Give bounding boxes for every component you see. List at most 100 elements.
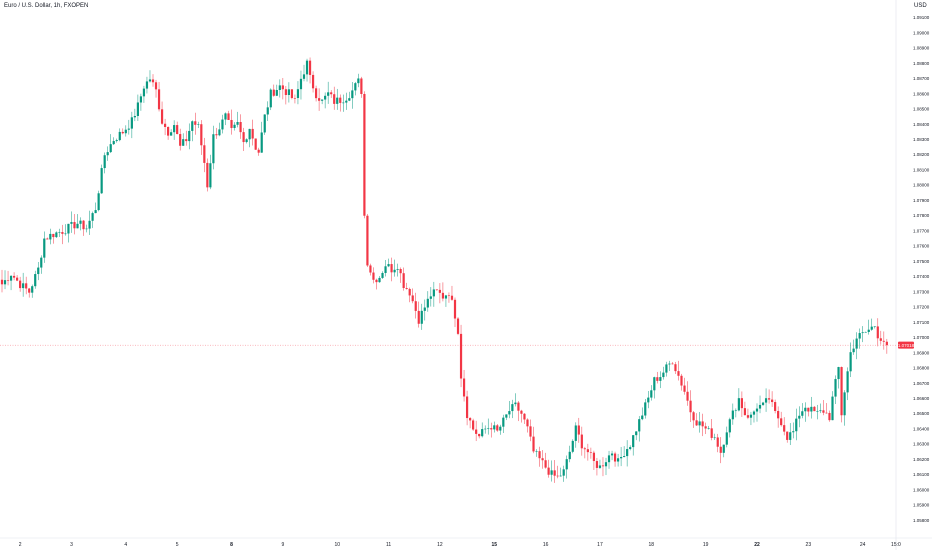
candle [783,417,786,436]
candle [224,112,227,126]
candle [873,326,876,329]
last-price-tag-layer: 1.07018 [898,341,915,349]
candle [369,263,372,276]
candle [121,128,124,135]
candle [215,127,218,139]
candle [70,211,73,233]
candle-layer [0,57,888,483]
candle [508,400,511,419]
candle [145,76,149,94]
candle [478,433,481,439]
candle [752,410,756,423]
candle [514,393,517,407]
x-tick-label: 4 [124,542,127,548]
candle [671,362,674,365]
y-tick-label: 1.06500 [913,411,930,416]
candle [61,224,64,245]
candle [734,408,737,418]
candle [245,138,248,144]
candle [55,231,58,239]
candle [469,417,472,429]
candle [130,111,133,139]
candle [698,412,701,433]
candle [568,445,571,463]
candle [695,413,698,427]
candle [638,416,641,442]
candle [786,431,789,443]
candle [112,137,115,146]
candle [12,272,16,281]
candle [456,317,460,336]
candle [302,64,306,82]
candle [305,58,309,82]
candle [330,90,333,98]
candle [209,154,212,190]
candle [553,460,556,483]
candle [447,292,451,303]
candle [6,270,10,286]
candle [749,411,753,426]
last-price-tag [898,341,914,349]
y-axis[interactable]: 1.09100 1.09000 1.08900 1.08800 1.08700 1.086… [913,15,930,523]
candle [58,228,61,238]
candle [299,70,303,100]
candle [641,407,644,421]
candle [73,214,76,235]
candle [179,128,182,151]
candle [686,381,689,406]
x-tick-label: 10 [334,542,340,548]
y-tick-label: 1.08000 [913,183,930,188]
candle [64,224,67,236]
candle [363,91,366,219]
y-tick-label: 1.07300 [913,289,930,294]
candle [275,84,278,97]
y-tick-label: 1.05900 [913,503,930,508]
candle [254,138,257,150]
candle [680,373,683,391]
x-tick-label: 9 [281,542,284,548]
candle [46,237,49,240]
candle [668,360,671,372]
candle [9,274,13,291]
candle [653,376,656,399]
y-tick-label: 1.08400 [913,122,930,127]
candle [67,223,70,243]
candle [870,318,873,331]
candle [722,444,725,458]
y-tick-label: 1.08800 [913,61,930,66]
candle [417,301,420,328]
x-axis[interactable]: 2 3 4 5 8 9 10 11 12 15 16 17 18 19 22 23 24 15:0 [19,542,901,548]
candle [849,342,852,378]
candle [290,89,294,100]
candle [345,92,348,110]
candle [855,332,858,360]
candle [819,403,822,414]
candle [731,403,734,425]
candle [852,339,855,355]
candle [136,94,139,121]
candle [858,328,861,349]
y-tick-label: 1.06900 [913,350,930,355]
candle [142,85,146,103]
candle [644,399,647,419]
candle [266,101,269,121]
x-tick-label: 8 [230,542,233,548]
candle [287,82,290,103]
candle [348,91,351,102]
y-tick-label: 1.07500 [913,259,930,264]
candle [523,413,526,424]
candle [767,389,771,404]
y-tick-label: 1.07000 [913,335,930,340]
candle [764,388,768,412]
x-tick-label: 17 [597,542,603,548]
candle [774,399,777,414]
candle [565,455,568,479]
candle [665,361,668,377]
candle [381,271,384,279]
candle [414,292,417,319]
candle [822,400,825,416]
candle [716,433,719,453]
candle [85,224,88,233]
candle [94,202,97,214]
